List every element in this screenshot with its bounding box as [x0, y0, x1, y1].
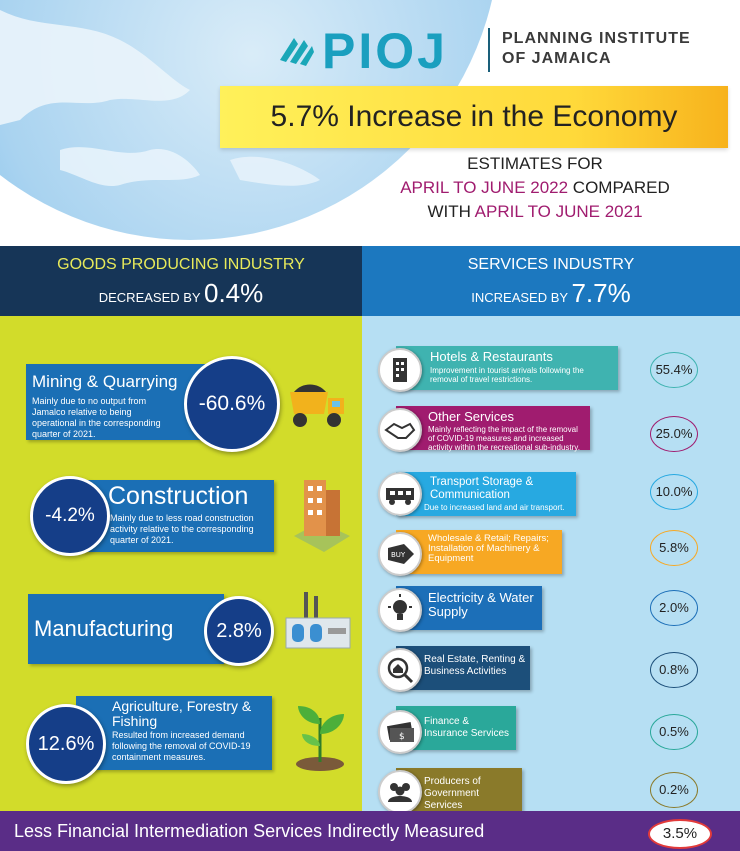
services-title: SERVICES INDUSTRY: [467, 256, 635, 273]
services-item-value: 0.8%: [650, 652, 698, 688]
plant-sprout-icon: [296, 706, 344, 771]
estimates-line1: ESTIMATES FOR: [467, 154, 603, 173]
dump-truck-icon: [290, 384, 344, 427]
goods-change-prefix: DECREASED BY: [98, 290, 204, 305]
pioj-logo-mark-icon: [280, 38, 314, 66]
goods-item-value-circle: 2.8%: [204, 596, 274, 666]
goods-item-title: Construction: [108, 482, 249, 510]
svg-text:BUY: BUY: [391, 551, 406, 559]
estimates-period-current: APRIL TO JUNE 2022: [400, 178, 569, 197]
goods-item-value-circle: -4.2%: [30, 476, 110, 556]
services-item-value: 55.4%: [650, 352, 698, 388]
estimates-line3: WITH APRIL TO JUNE 2021: [330, 202, 740, 222]
services-item-title: Hotels & Restaurants: [430, 349, 553, 364]
services-change-value: 7.7%: [571, 278, 631, 308]
estimates-with: WITH: [427, 202, 475, 221]
goods-section-header: GOODS PRODUCING INDUSTRY DECREASED BY 0.…: [0, 246, 362, 316]
goods-change: DECREASED BY 0.4%: [0, 278, 362, 309]
services-item-value: 5.8%: [650, 530, 698, 566]
logo-wordmark: PIOJ: [322, 23, 448, 79]
services-item-title: Electricity & Water Supply: [428, 590, 534, 619]
estimates-line2: APRIL TO JUNE 2022 COMPARED: [330, 178, 740, 198]
services-item-value: 0.2%: [650, 772, 698, 808]
services-item-title: Transport Storage & Communication: [430, 476, 534, 501]
house-search-icon: [378, 648, 422, 692]
services-item-desc: Mainly reflecting the impact of the remo…: [428, 425, 580, 452]
services-item-title: Wholesale & Retail; Repairs; Installatio…: [428, 533, 549, 564]
goods-item-value-circle: -60.6%: [184, 356, 280, 452]
goods-item-title: Agriculture, Forestry & Fishing: [112, 698, 252, 729]
logo-subtitle-line2: OF JAMAICA: [502, 50, 612, 67]
services-section-header: SERVICES INDUSTRY INCREASED BY 7.7%: [362, 246, 740, 316]
people-group-icon: [378, 770, 422, 814]
footer-label: Less Financial Intermediation Services I…: [14, 821, 485, 841]
goods-item-agriculture: Agriculture, Forestry & Fishing Resulted…: [76, 696, 272, 770]
svg-text:$: $: [399, 732, 405, 742]
logo-divider: [488, 28, 490, 72]
estimates-period-previous: APRIL TO JUNE 2021: [474, 202, 643, 221]
footer-value: 3.5%: [648, 819, 712, 849]
services-item-transport: Transport Storage & Communication Due to…: [396, 472, 576, 516]
services-item-value: 10.0%: [650, 474, 698, 510]
goods-item-title: Mining & Quarrying: [32, 372, 178, 391]
services-change-prefix: INCREASED BY: [471, 290, 572, 305]
footer-bar: [0, 811, 740, 851]
services-item-title: Finance & Insurance Services: [424, 716, 510, 739]
caribbean-map-icon: [0, 10, 320, 187]
goods-item-mining: Mining & Quarrying Mainly due to no outp…: [26, 364, 208, 440]
services-item-hotels: Hotels & Restaurants Improvement in tour…: [396, 346, 618, 390]
estimates-compared: COMPARED: [568, 178, 670, 197]
goods-item-construction: Construction Mainly due to less road con…: [82, 480, 274, 552]
goods-item-desc: Mainly due to less road construction act…: [110, 513, 254, 545]
goods-title: GOODS PRODUCING INDUSTRY: [57, 256, 305, 273]
goods-item-manufacturing: Manufacturing: [28, 594, 224, 664]
hotel-building-icon: [378, 348, 422, 392]
headline-banner: [220, 86, 728, 148]
services-item-title: Other Services: [428, 409, 514, 424]
services-item-value: 25.0%: [650, 416, 698, 452]
goods-item-value-circle: 12.6%: [26, 704, 106, 784]
services-item-title: Real Estate, Renting & Business Activiti…: [424, 654, 526, 677]
money-icon: $: [378, 710, 422, 754]
services-item-wholesale: Wholesale & Retail; Repairs; Installatio…: [396, 530, 562, 574]
goods-item-desc: Resulted from increased demand following…: [112, 730, 251, 762]
goods-change-value: 0.4%: [203, 278, 264, 308]
services-item-desc: Improvement in tourist arrivals followin…: [430, 366, 584, 384]
goods-item-title: Manufacturing: [34, 616, 174, 641]
handshake-icon: [378, 408, 422, 452]
services-item-desc: Due to increased land and air transport.: [424, 503, 565, 512]
buy-tag-icon: BUY: [378, 532, 422, 576]
services-change: INCREASED BY 7.7%: [362, 278, 740, 309]
services-item-value: 2.0%: [650, 590, 698, 626]
logo-subtitle-line1: PLANNING INSTITUTE: [502, 30, 691, 47]
services-item-value: 0.5%: [650, 714, 698, 750]
lightbulb-icon: [378, 588, 422, 632]
services-item-title: Producers of Government Services: [424, 776, 481, 811]
factory-icon: [285, 592, 351, 649]
train-icon: [378, 472, 422, 516]
goods-item-desc: Mainly due to no output from Jamalco rel…: [32, 396, 161, 439]
building-icon: [294, 480, 350, 552]
services-item-other: Other Services Mainly reflecting the imp…: [396, 406, 590, 452]
headline: 5.7% Increase in the Economy: [270, 100, 678, 133]
header-area: PIOJ PLANNING INSTITUTE OF JAMAICA 5.7% …: [0, 0, 740, 246]
